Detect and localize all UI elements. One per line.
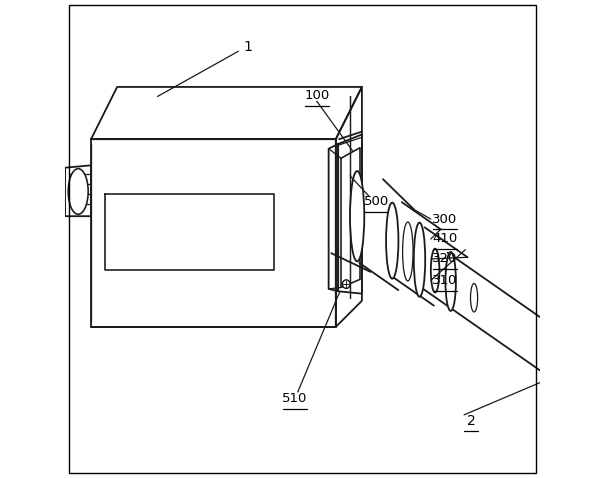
Text: 1: 1 [243,41,252,54]
Text: 310: 310 [433,274,458,287]
Text: 2: 2 [467,413,476,427]
Text: 100: 100 [304,89,329,102]
Text: 300: 300 [433,213,458,226]
Ellipse shape [402,222,413,281]
Text: 510: 510 [282,391,307,405]
Ellipse shape [445,252,456,311]
Ellipse shape [386,203,399,279]
Ellipse shape [350,171,364,261]
Ellipse shape [68,169,88,214]
Text: 410: 410 [433,232,458,246]
Ellipse shape [342,280,350,288]
Ellipse shape [431,249,439,293]
Ellipse shape [414,223,425,297]
Text: 320: 320 [433,252,458,265]
Ellipse shape [555,336,565,380]
Text: 500: 500 [364,196,389,208]
